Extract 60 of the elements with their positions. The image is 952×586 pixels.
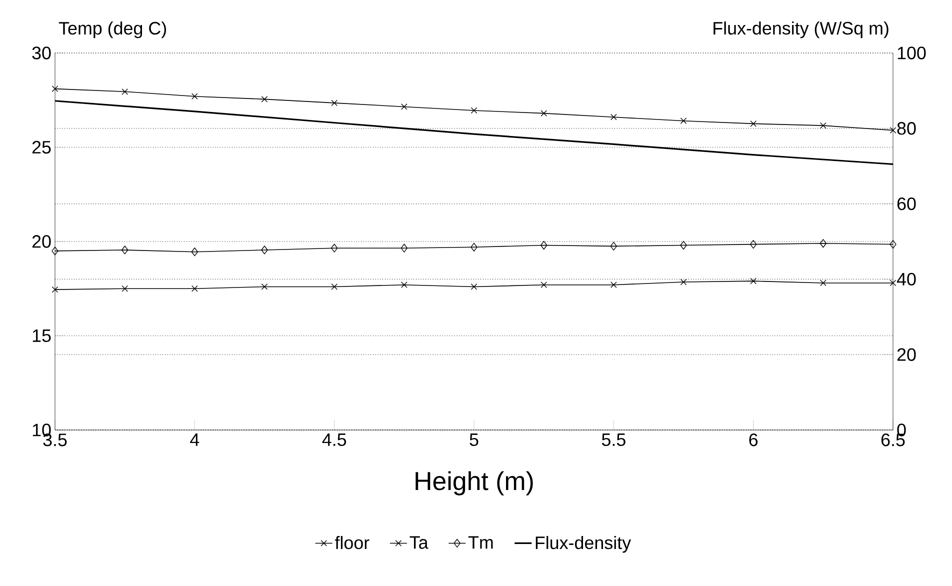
point — [122, 285, 128, 292]
x-tick-label: 5 — [470, 434, 478, 446]
y-tick-label: 25 — [32, 140, 51, 154]
y-tick-label: 20 — [32, 235, 51, 248]
point — [540, 240, 548, 250]
point — [890, 280, 896, 286]
point — [750, 120, 757, 127]
point — [820, 280, 826, 286]
x-axis-title: Height (m) — [416, 471, 533, 496]
x-tick-label: 4.5 — [322, 434, 346, 446]
y2-tick-label: 60 — [897, 197, 916, 210]
point — [820, 239, 827, 248]
point — [52, 86, 58, 92]
point — [331, 284, 338, 290]
legend-label: Flux-density — [536, 536, 632, 553]
point — [52, 246, 58, 256]
point — [540, 110, 548, 116]
point — [610, 114, 617, 120]
point — [470, 284, 478, 290]
x-tick-label: 5.5 — [602, 434, 626, 446]
point — [820, 122, 826, 129]
point — [261, 284, 268, 290]
legend-label: floor — [334, 536, 370, 550]
y-tick-label: 30 — [32, 46, 51, 60]
y2-axis-title: Flux-density (W/Sq m) — [714, 21, 888, 38]
y2-tick-label: 80 — [897, 122, 916, 135]
legend-label: Ta — [410, 536, 428, 549]
point — [540, 282, 548, 288]
point — [261, 246, 268, 254]
point — [750, 278, 757, 284]
point — [192, 285, 198, 292]
point — [401, 282, 408, 288]
point — [680, 240, 687, 250]
point — [750, 240, 757, 249]
point — [400, 244, 408, 252]
point — [890, 127, 896, 134]
point — [401, 104, 408, 110]
point — [470, 242, 478, 252]
point — [52, 286, 58, 293]
point — [331, 100, 338, 106]
point — [121, 246, 128, 254]
y2-tick-label: 20 — [897, 348, 916, 361]
y2-tick-label: 40 — [896, 272, 916, 286]
point — [261, 96, 268, 102]
x-tick-label: 6 — [749, 434, 758, 446]
point — [331, 244, 338, 252]
point — [122, 88, 128, 95]
point — [192, 93, 198, 100]
y-tick-label: 15 — [32, 329, 51, 342]
point — [191, 248, 198, 256]
x-tick-label: 4 — [190, 434, 200, 446]
point — [680, 278, 687, 286]
legend-label: Tm — [468, 536, 493, 549]
point — [890, 240, 896, 249]
point — [610, 242, 618, 251]
y2-tick-label: 100 — [898, 46, 926, 60]
point — [680, 118, 687, 124]
point — [470, 107, 478, 114]
y-axis-title: Temp (deg C) — [58, 21, 166, 38]
point — [610, 282, 617, 288]
